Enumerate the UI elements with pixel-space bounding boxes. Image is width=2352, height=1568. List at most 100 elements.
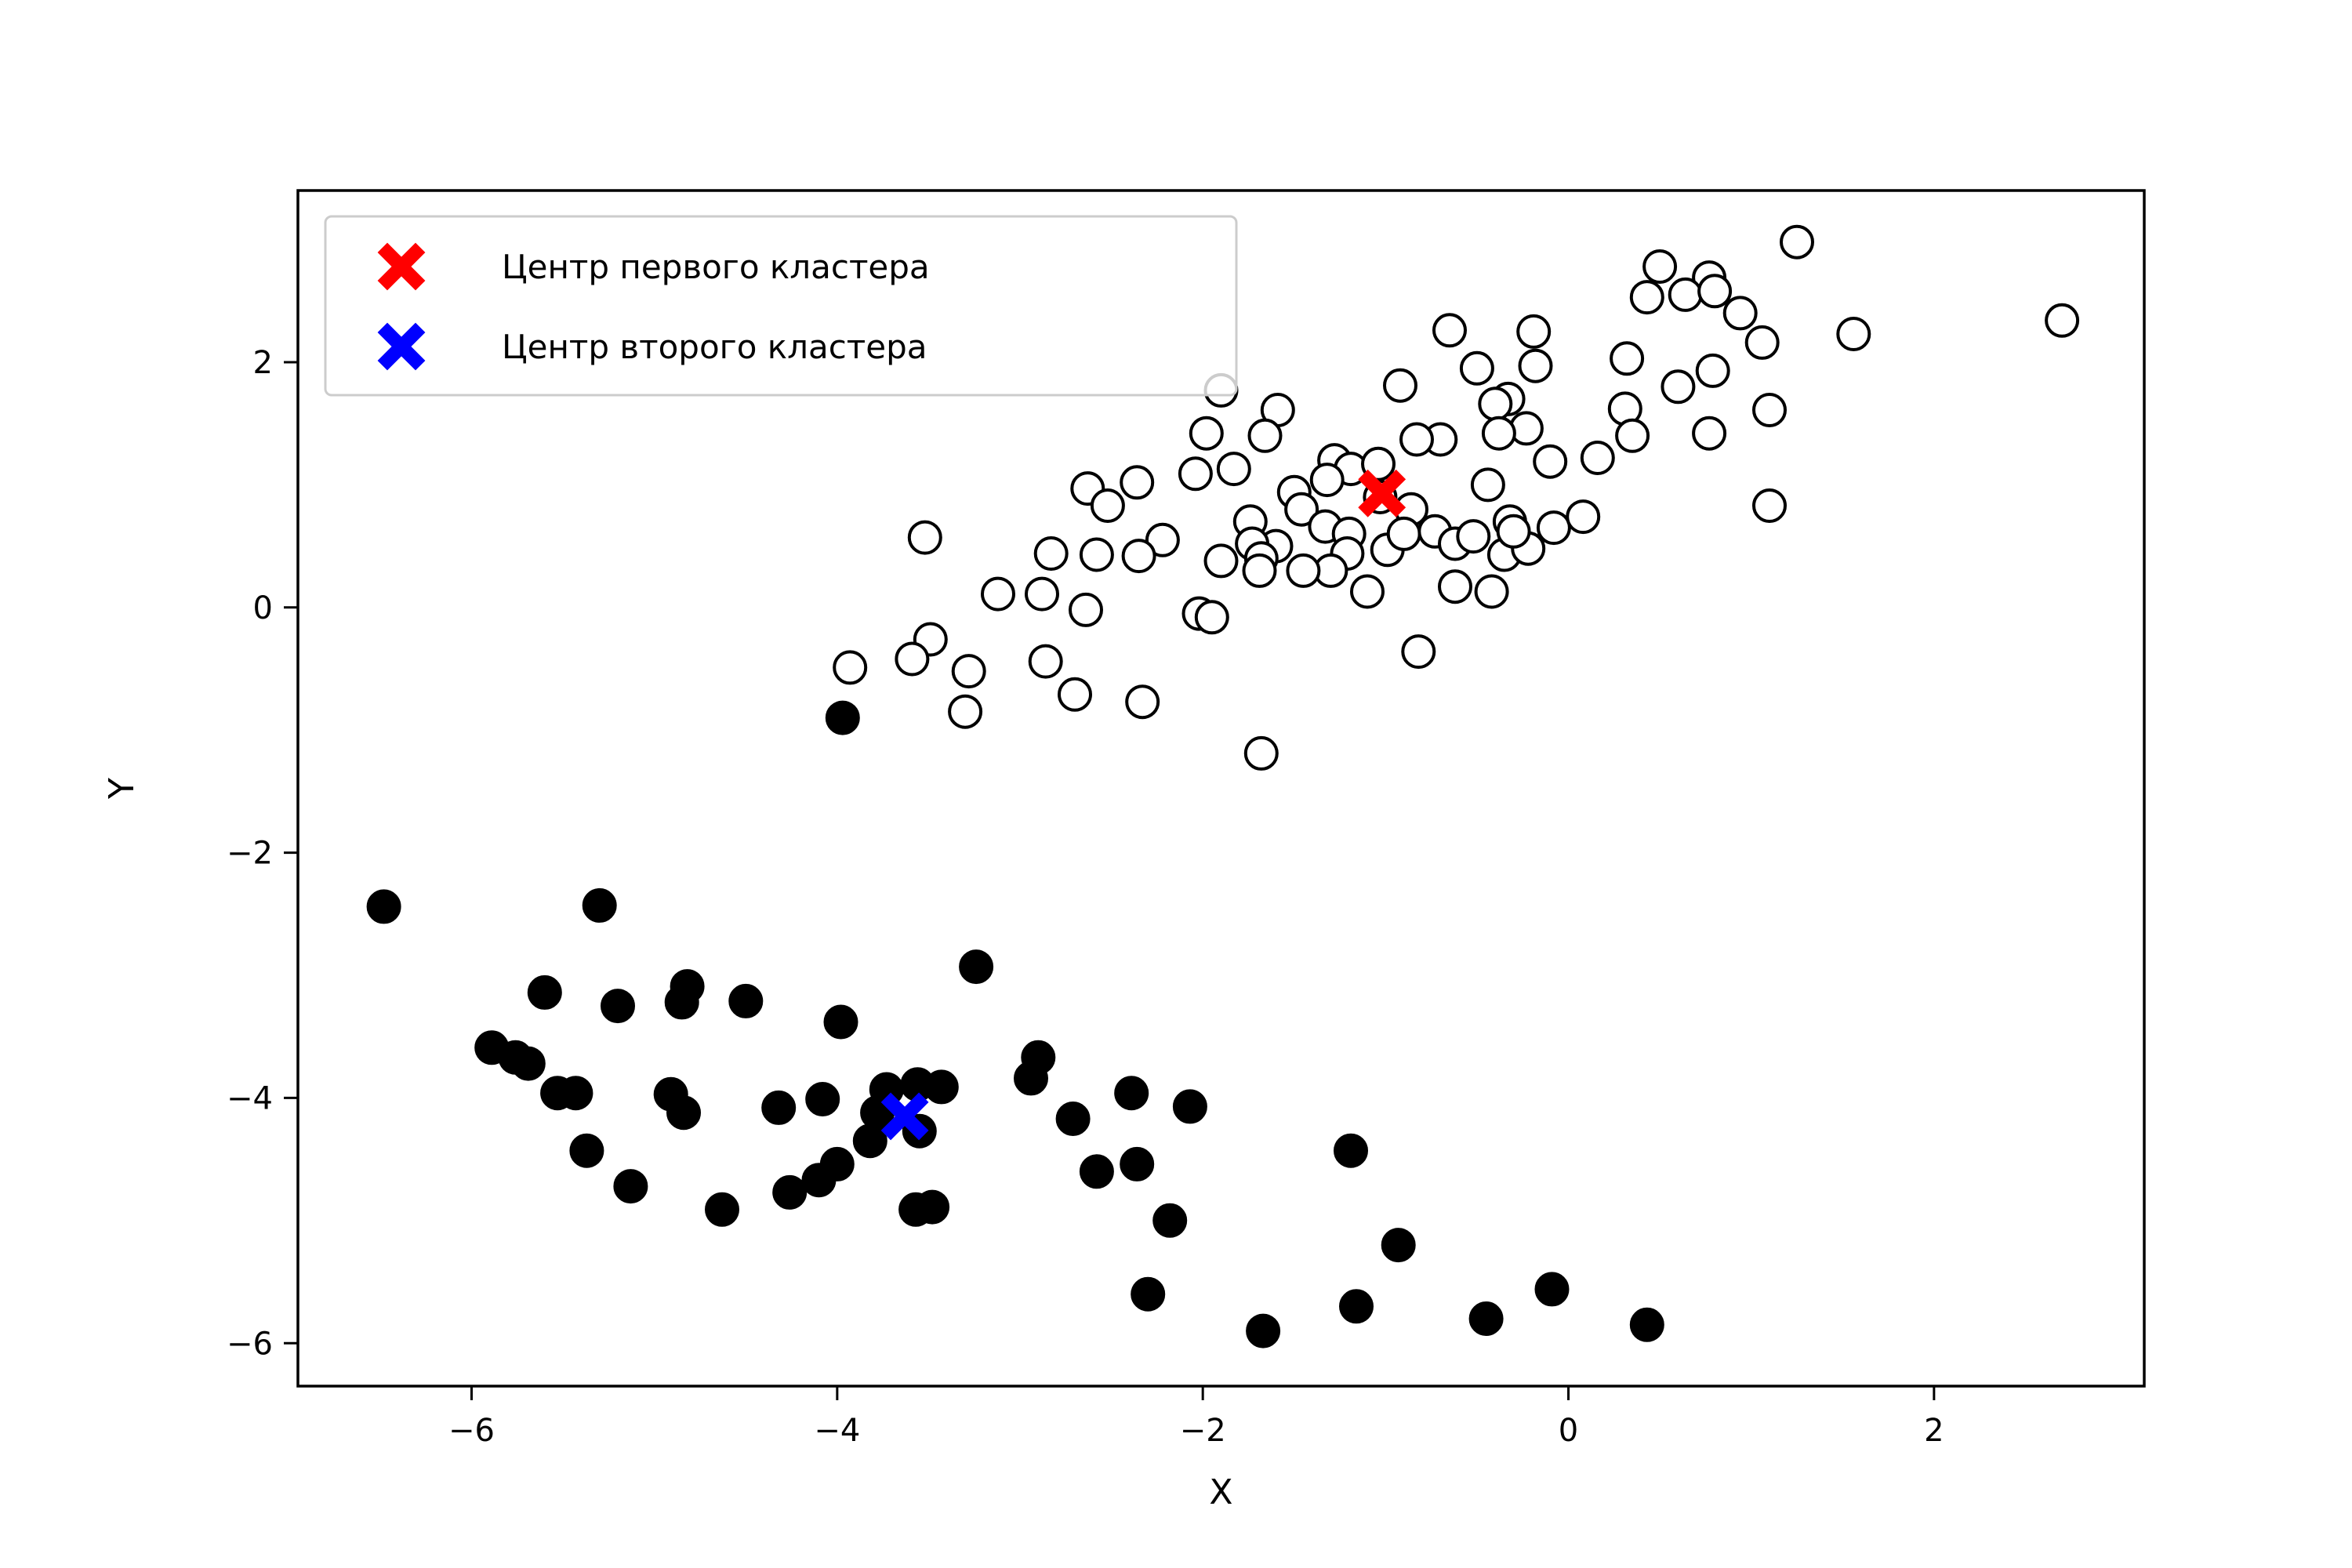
filled-data-point xyxy=(705,1192,739,1227)
second-cluster-center-marker xyxy=(880,1092,929,1141)
hollow-data-point xyxy=(1695,353,1730,388)
hollow-data-point xyxy=(951,654,986,689)
hollow-data-point xyxy=(1090,488,1125,523)
hollow-data-point xyxy=(1284,492,1319,527)
hollow-data-point xyxy=(833,650,868,685)
cluster-two-points xyxy=(366,700,1664,1348)
filled-data-point xyxy=(1055,1102,1091,1136)
hollow-data-point xyxy=(1189,416,1224,451)
hollow-data-point xyxy=(1697,274,1733,309)
hollow-data-point xyxy=(1383,368,1417,403)
hollow-data-point xyxy=(1752,488,1787,523)
hollow-data-point xyxy=(1610,341,1645,376)
hollow-data-point xyxy=(1125,684,1160,720)
filled-data-point xyxy=(1014,1061,1048,1096)
hollow-data-point xyxy=(1178,456,1213,492)
hollow-data-point xyxy=(1432,313,1467,348)
hollow-data-point xyxy=(1399,422,1434,457)
hollow-data-point xyxy=(1286,553,1321,588)
filled-data-point xyxy=(666,1095,701,1131)
filled-data-point xyxy=(1131,1276,1166,1312)
hollow-data-point xyxy=(1566,499,1601,535)
hollow-data-point xyxy=(1744,325,1780,360)
filled-data-point xyxy=(761,1090,797,1125)
hollow-data-point xyxy=(1079,537,1114,572)
hollow-data-point xyxy=(1069,592,1103,627)
filled-data-point xyxy=(582,887,617,923)
filled-data-point xyxy=(915,1189,950,1225)
filled-data-point xyxy=(924,1069,959,1105)
filled-data-point xyxy=(1334,1133,1368,1168)
hollow-data-point xyxy=(2045,303,2080,338)
filled-data-point xyxy=(1152,1203,1188,1238)
hollow-data-point xyxy=(1516,314,1552,349)
filled-data-point xyxy=(527,975,562,1010)
filled-data-point xyxy=(959,949,994,985)
hollow-data-point xyxy=(895,641,930,677)
filled-data-point xyxy=(366,889,401,924)
hollow-data-point xyxy=(1058,677,1092,712)
hollow-data-point xyxy=(1350,574,1385,609)
x-tick-label: 0 xyxy=(1559,1413,1578,1449)
legend-marker-red-x xyxy=(377,242,426,291)
hollow-data-point xyxy=(1459,350,1494,386)
y-axis-label: Y xyxy=(102,778,142,800)
y-tick-label: 0 xyxy=(253,590,273,626)
hollow-data-point xyxy=(1615,418,1650,453)
hollow-data-point xyxy=(1752,393,1787,427)
y-tick-label: −4 xyxy=(227,1080,273,1116)
hollow-data-point xyxy=(1247,418,1283,453)
hollow-data-point xyxy=(1722,296,1758,331)
plot-frame xyxy=(296,189,2146,1388)
legend-label-second-center: Центр второго кластера xyxy=(502,328,927,366)
legend-item-second-center: Центр второго кластера xyxy=(377,322,927,371)
filled-data-point xyxy=(1172,1089,1207,1124)
legend: Центр первого кластера Центр второго кла… xyxy=(324,215,1238,397)
hollow-data-point xyxy=(1518,348,1553,383)
filled-data-point xyxy=(1381,1228,1416,1263)
legend-label-first-center: Центр первого кластера xyxy=(502,248,930,286)
y-tick-label: 2 xyxy=(253,345,273,381)
x-tick-label: −2 xyxy=(1180,1413,1226,1449)
filled-data-point xyxy=(825,700,860,735)
hollow-data-point xyxy=(1120,465,1155,500)
hollow-data-point xyxy=(1203,543,1239,579)
hollow-data-point xyxy=(1145,522,1180,557)
hollow-data-point xyxy=(1629,280,1664,315)
hollow-data-point xyxy=(1692,416,1727,451)
hollow-data-point xyxy=(1361,446,1396,481)
filled-data-point xyxy=(805,1082,840,1116)
x-axis-label: X xyxy=(1209,1472,1232,1512)
hollow-data-point xyxy=(1780,224,1814,260)
filled-data-point xyxy=(558,1076,593,1111)
hollow-data-point xyxy=(1668,277,1703,312)
cluster-one-points xyxy=(833,224,2080,771)
hollow-data-point xyxy=(1661,369,1696,405)
hollow-data-point xyxy=(948,694,983,729)
filled-data-point xyxy=(510,1046,546,1081)
hollow-data-point xyxy=(1025,576,1059,612)
hollow-data-point xyxy=(1470,467,1505,503)
filled-data-point xyxy=(569,1133,604,1168)
hollow-data-point xyxy=(1401,634,1436,670)
filled-data-point xyxy=(852,1123,887,1159)
x-tick-label: −6 xyxy=(448,1413,495,1449)
filled-data-point xyxy=(1339,1289,1374,1324)
hollow-data-point xyxy=(1438,569,1472,604)
filled-data-point xyxy=(1079,1154,1114,1189)
hollow-data-point xyxy=(1642,249,1678,284)
hollow-data-point xyxy=(1386,516,1421,551)
hollow-data-point xyxy=(1580,441,1615,475)
filled-data-point xyxy=(601,989,635,1024)
hollow-data-point xyxy=(1478,387,1513,422)
hollow-data-point xyxy=(1243,735,1279,771)
hollow-data-point xyxy=(1028,644,1063,679)
hollow-data-point xyxy=(1242,553,1277,588)
legend-marker-blue-x xyxy=(377,322,426,371)
filled-data-point xyxy=(613,1169,648,1204)
hollow-data-point xyxy=(1216,452,1251,487)
hollow-data-point xyxy=(1533,444,1568,479)
filled-data-point xyxy=(823,1004,858,1040)
hollow-data-point xyxy=(1474,574,1509,609)
